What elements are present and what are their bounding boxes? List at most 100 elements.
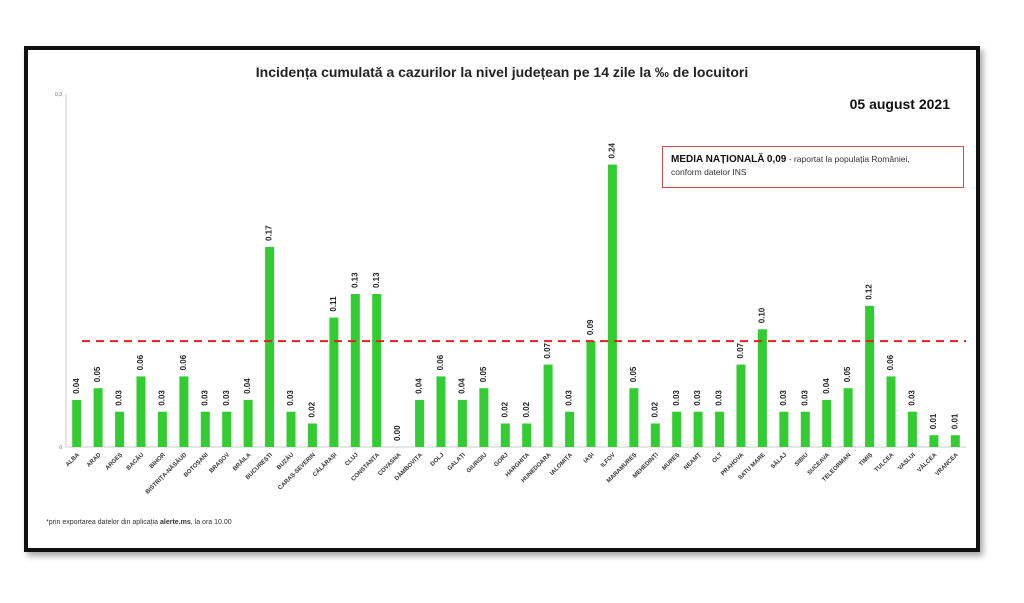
data-label: 0.10 (758, 307, 767, 323)
national-average-box: MEDIA NAȚIONALĂ 0,09 - raportat la popul… (662, 146, 964, 188)
data-label: 0.17 (265, 225, 274, 241)
national-average-label: MEDIA NAȚIONALĂ (671, 154, 765, 165)
category-label: OLT (712, 452, 725, 465)
data-label: 0.07 (543, 342, 552, 358)
data-label: 0.06 (886, 354, 895, 370)
data-label: 0.02 (308, 401, 317, 417)
bar (586, 341, 596, 447)
data-label: 0.03 (222, 390, 231, 406)
y-tick-label: 0,3 (55, 92, 62, 98)
data-label: 0.00 (393, 425, 402, 441)
data-label: 0.12 (865, 284, 874, 300)
bar (607, 164, 617, 447)
bar (372, 294, 382, 447)
bar (115, 411, 125, 447)
bar (843, 388, 853, 447)
bar (800, 411, 810, 447)
chart-frame: Incidența cumulată a cazurilor la nivel … (24, 46, 980, 552)
bar (200, 411, 210, 447)
data-label: 0.02 (522, 401, 531, 417)
bar (329, 317, 339, 447)
bar (950, 435, 960, 447)
bar (307, 423, 317, 447)
data-label: 0.05 (629, 366, 638, 382)
bar (222, 411, 232, 447)
category-label: DOLJ (430, 452, 446, 468)
category-label: SIBIU (794, 452, 810, 468)
data-label: 0.03 (115, 390, 124, 406)
footnote-app-name: alerte.ms (160, 519, 191, 526)
data-label: 0.03 (779, 390, 788, 406)
data-label: 0.06 (436, 354, 445, 370)
data-label: 0.03 (565, 390, 574, 406)
data-label: 0.04 (72, 378, 81, 394)
data-label: 0.03 (800, 390, 809, 406)
data-label: 0.03 (908, 390, 917, 406)
category-label: TULCEA (874, 452, 896, 474)
bar (693, 411, 703, 447)
category-label: SĂLAJ (769, 451, 788, 470)
data-label: 0.24 (608, 142, 617, 158)
bar (286, 411, 296, 447)
bar (865, 305, 875, 447)
bar (629, 388, 639, 447)
category-label: BACĂU (125, 451, 145, 471)
category-label: IAȘI (583, 452, 596, 465)
category-label: IALOMIȚA (549, 452, 574, 477)
national-average-source: conform datelor INS (671, 167, 747, 177)
bar (415, 399, 425, 447)
bar (650, 423, 660, 447)
bar (436, 376, 446, 447)
bar (136, 376, 146, 447)
category-label: BRAȘOV (209, 452, 231, 474)
bar (179, 376, 189, 447)
bar (565, 411, 575, 447)
y-tick-label: 0 (59, 445, 62, 451)
data-label: 0.01 (950, 413, 959, 429)
data-label: 0.03 (715, 390, 724, 406)
data-label: 0.01 (929, 413, 938, 429)
data-label: 0.04 (243, 378, 252, 394)
data-label: 0.07 (736, 342, 745, 358)
category-label: BRĂILA (232, 451, 253, 472)
bar (157, 411, 167, 447)
category-label: NEAMȚ (683, 452, 703, 472)
category-label: VÂLCEA (916, 451, 939, 474)
bar (457, 399, 467, 447)
data-label: 0.05 (479, 366, 488, 382)
category-label: GALAȚI (447, 452, 467, 472)
bar (715, 411, 725, 447)
category-label: GIURGIU (466, 452, 488, 474)
footnote-prefix: *prin exportarea datelor din aplicația (46, 519, 161, 526)
data-label: 0.11 (329, 296, 338, 312)
national-average-note: - raportat la populația României, (788, 154, 910, 164)
footnote: *prin exportarea datelor din aplicația a… (46, 519, 232, 526)
data-label: 0.02 (650, 401, 659, 417)
bar (907, 411, 917, 447)
bar (672, 411, 682, 447)
data-label: 0.04 (415, 378, 424, 394)
bar (757, 329, 767, 447)
category-label: CARAȘ-SEVERIN (277, 452, 316, 491)
chart-title: Incidența cumulată a cazurilor la nivel … (255, 64, 749, 80)
category-label: VASLUI (897, 452, 917, 472)
bar (72, 399, 82, 447)
data-label: 0.13 (350, 272, 359, 288)
category-label: MUREȘ (662, 452, 682, 472)
data-label: 0.09 (586, 319, 595, 335)
data-label: 0.03 (200, 390, 209, 406)
bar (479, 388, 489, 447)
category-label: ARGEȘ (105, 452, 124, 471)
data-label: 0.13 (372, 272, 381, 288)
national-average-value: 0,09 (766, 154, 787, 165)
data-label: 0.02 (500, 401, 509, 417)
bar (543, 364, 553, 447)
data-label: 0.05 (93, 366, 102, 382)
bar (522, 423, 532, 447)
category-label: BISTRIȚA-NĂSĂUD (144, 451, 189, 496)
bar (350, 294, 360, 447)
bar (779, 411, 789, 447)
bar (736, 364, 746, 447)
data-label: 0.06 (179, 354, 188, 370)
